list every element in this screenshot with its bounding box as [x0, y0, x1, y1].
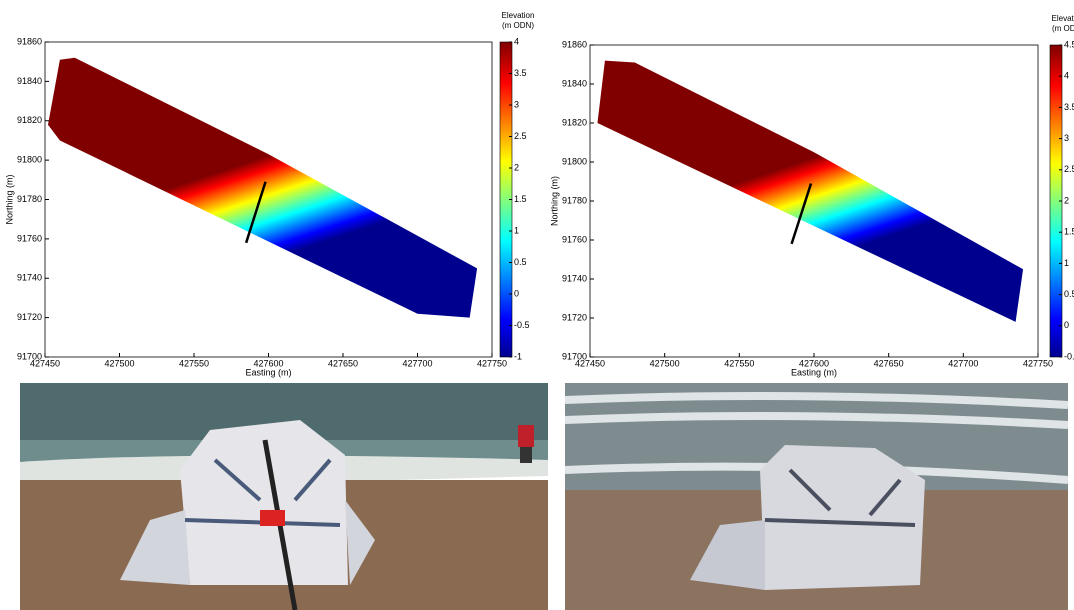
y-tick-label: 91840 [17, 76, 42, 86]
x-tick-label: 427700 [402, 358, 432, 368]
y-tick-label: 91780 [562, 195, 587, 205]
elevation-surface [597, 61, 1023, 322]
x-tick-label: 427750 [477, 358, 507, 368]
y-tick-label: 91800 [17, 155, 42, 165]
y-tick-label: 91720 [17, 312, 42, 322]
colorbar-label: (m ODN) [1052, 24, 1074, 33]
colorbar-label: (m ODN) [502, 21, 534, 30]
x-axis-label: Easting (m) [245, 367, 291, 377]
x-tick-label: 427650 [874, 358, 904, 368]
colorbar-tick-label: 2 [1064, 195, 1069, 205]
colorbar-tick-label: 3.5 [514, 68, 527, 78]
y-tick-label: 91720 [562, 312, 587, 322]
x-tick-label: 427550 [179, 358, 209, 368]
x-tick-label: 427550 [724, 358, 754, 368]
x-tick-label: 427650 [328, 358, 358, 368]
y-tick-label: 91700 [562, 351, 587, 361]
colorbar-tick-label: 0 [514, 288, 519, 298]
figure: 4274504275004275504276004276504277004277… [0, 0, 1074, 610]
colorbar-label: Elevation [1052, 14, 1074, 23]
y-tick-label: 91700 [17, 351, 42, 361]
photo-left [20, 383, 548, 610]
y-axis-label: Northing (m) [549, 176, 559, 226]
x-tick-label: 427750 [1023, 358, 1053, 368]
y-tick-label: 91820 [17, 115, 42, 125]
y-tick-label: 91780 [17, 194, 42, 204]
y-tick-label: 91740 [562, 273, 587, 283]
y-tick-label: 91840 [562, 78, 587, 88]
page: {"chart_data": [ {"type": "heatmap", "co… [0, 0, 1074, 610]
colorbar-tick-label: -1 [514, 351, 522, 361]
photo-right [565, 383, 1068, 610]
colorbar-tick-label: 1.5 [1064, 227, 1074, 237]
colorbar-tick-label: 0.5 [514, 257, 527, 267]
x-tick-label: 427500 [650, 358, 680, 368]
x-tick-label: 427700 [948, 358, 978, 368]
y-axis-label: Northing (m) [4, 174, 14, 224]
colorbar-tick-label: 4 [1064, 71, 1069, 81]
colorbar-tick-label: 0.5 [1064, 289, 1074, 299]
colorbar-tick-label: 3 [514, 99, 519, 109]
colorbar-tick-label: 1.5 [514, 194, 527, 204]
y-tick-label: 91860 [17, 36, 42, 46]
x-axis-label: Easting (m) [791, 367, 837, 377]
colorbar-tick-label: 2 [514, 162, 519, 172]
colorbar-tick-label: -0.5 [514, 320, 530, 330]
colorbar-tick-label: 3.5 [1064, 102, 1074, 112]
x-tick-label: 427500 [104, 358, 134, 368]
colorbar-tick-label: -0.5 [1064, 351, 1074, 361]
y-tick-label: 91800 [562, 156, 587, 166]
colorbar-tick-label: 4.5 [1064, 39, 1074, 49]
colorbar-tick-label: 2.5 [514, 131, 527, 141]
colorbar-tick-label: 1 [514, 225, 519, 235]
y-tick-label: 91860 [562, 39, 587, 49]
y-tick-label: 91760 [562, 234, 587, 244]
colorbar-tick-label: 4 [514, 36, 519, 46]
colorbar-tick-label: 2.5 [1064, 164, 1074, 174]
colorbar-tick-label: 0 [1064, 320, 1069, 330]
y-tick-label: 91820 [562, 117, 587, 127]
colorbar-label: Elevation [502, 11, 535, 20]
colorbar-tick-label: 1 [1064, 258, 1069, 268]
colorbar-tick-label: 3 [1064, 133, 1069, 143]
y-tick-label: 91740 [17, 273, 42, 283]
y-tick-label: 91760 [17, 233, 42, 243]
